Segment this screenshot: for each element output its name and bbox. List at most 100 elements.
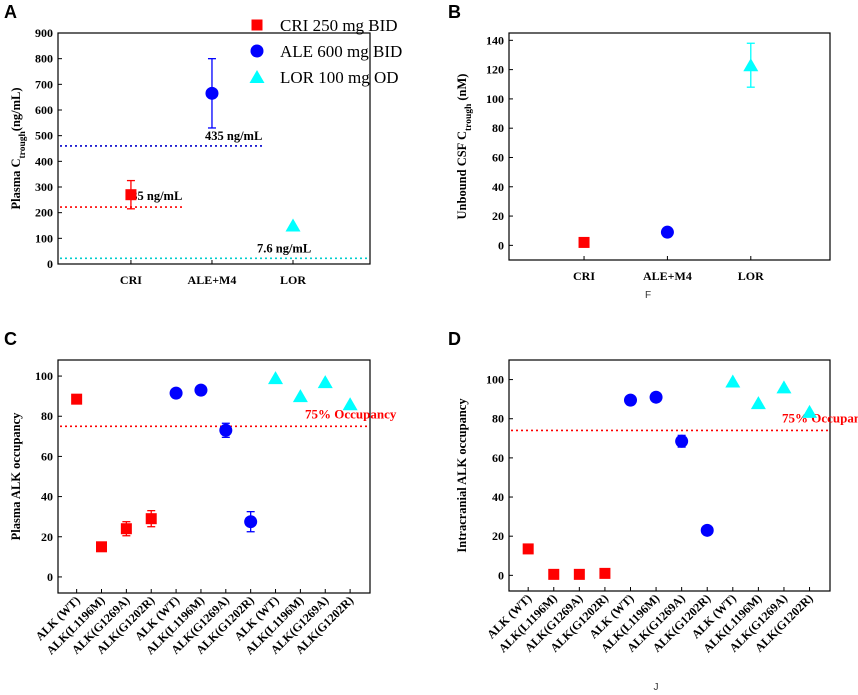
- y-tick-label: 100: [486, 92, 504, 106]
- y-axis-title: Plasma Ctrough(ng/mL): [9, 87, 28, 209]
- y-tick-label: 400: [35, 154, 53, 168]
- y-tick-label: 600: [35, 103, 53, 117]
- data-point: [743, 58, 759, 72]
- series-lor: [725, 374, 818, 418]
- reference-label: 75% Occupancy: [782, 410, 858, 425]
- data-point: [244, 515, 258, 529]
- y-axis-title: Plasma ALK occupancy: [9, 412, 23, 541]
- data-point: [169, 386, 183, 400]
- legend-item: CRI 250 mg BID: [251, 16, 398, 35]
- y-tick-label: 60: [492, 150, 504, 164]
- data-point: [120, 523, 132, 535]
- data-point: [96, 541, 108, 553]
- series-cri: [71, 393, 157, 553]
- legend: CRI 250 mg BID ALE 600 mg BID LOR 100 mg O…: [249, 16, 402, 87]
- y-tick-label: 20: [492, 209, 504, 223]
- data-point: [292, 389, 308, 403]
- data-point: [145, 513, 157, 525]
- panel-label-a: A: [4, 2, 17, 22]
- y-tick-label: 20: [492, 529, 504, 543]
- y-tick-label: 140: [486, 33, 504, 47]
- data-point: [268, 371, 284, 385]
- footnote-label: J: [654, 682, 659, 693]
- y-tick-label: 100: [35, 231, 53, 245]
- data-point: [219, 423, 233, 437]
- reference-label: 235 ng/mL: [125, 189, 182, 203]
- data-point: [285, 218, 301, 232]
- y-tick-label: 800: [35, 52, 53, 66]
- series-ale: [169, 383, 258, 533]
- legend-marker: [251, 19, 263, 31]
- data-point: [342, 397, 358, 411]
- legend-item: LOR 100 mg OD: [249, 68, 399, 87]
- x-tick-label: LOR: [738, 269, 764, 283]
- y-tick-label: 700: [35, 77, 53, 91]
- x-tick-label: LOR: [280, 273, 306, 287]
- data-point: [317, 375, 333, 389]
- data-point: [194, 383, 208, 397]
- y-tick-label: 0: [47, 257, 53, 271]
- panel-label-d: D: [448, 329, 461, 349]
- legend-label: ALE 600 mg BID: [280, 42, 402, 61]
- x-tick-label: ALE+M4: [643, 269, 692, 283]
- x-tick-label: CRI: [573, 269, 595, 283]
- data-point: [522, 543, 534, 555]
- plot-frame: [508, 359, 831, 592]
- series-lor: [268, 371, 358, 411]
- panel-label-b: B: [448, 2, 461, 22]
- data-point: [548, 568, 560, 580]
- data-point: [623, 393, 637, 407]
- data-point: [700, 523, 714, 537]
- y-axis-title: Unbound CSF Ctrough (nM): [455, 74, 474, 220]
- y-tick-label: 100: [35, 369, 53, 383]
- data-point: [660, 225, 674, 239]
- y-tick-label: 80: [41, 409, 53, 423]
- data-point: [599, 567, 611, 579]
- y-tick-label: 0: [498, 238, 504, 252]
- series-ale: [623, 390, 714, 537]
- data-point: [71, 393, 83, 405]
- y-axis-title: Intracranial ALK occupancy: [455, 398, 469, 553]
- legend-label: CRI 250 mg BID: [280, 16, 398, 35]
- reference-label: 7.6 ng/mL: [257, 241, 311, 255]
- y-tick-label: 40: [492, 490, 504, 504]
- series-cri: [522, 543, 611, 580]
- panel-label-c: C: [4, 329, 17, 349]
- panel-a: 0 100 200 300 400 500 600 700 800 900 CRI ALE+M4 LOR…: [4, 2, 371, 287]
- y-tick-label: 40: [41, 490, 53, 504]
- y-tick-label: 40: [492, 180, 504, 194]
- y-tick-label: 0: [47, 570, 53, 584]
- plot-frame: [508, 32, 831, 261]
- data-point: [649, 390, 663, 404]
- x-tick-label: ALE+M4: [188, 273, 237, 287]
- y-tick-label: 120: [486, 63, 504, 77]
- data-point: [750, 396, 766, 410]
- y-tick-label: 80: [492, 121, 504, 135]
- data-point: [776, 380, 792, 394]
- y-tick-label: 300: [35, 180, 53, 194]
- data-point: [675, 434, 689, 448]
- data-point: [725, 374, 741, 388]
- y-tick-label: 60: [41, 449, 53, 463]
- legend-marker: [250, 44, 264, 58]
- legend-marker: [249, 70, 265, 83]
- y-tick-label: 0: [498, 568, 504, 582]
- data-point: [205, 86, 219, 100]
- data-point: [573, 568, 585, 580]
- y-tick-label: 900: [35, 26, 53, 40]
- reference-label: 75% Occupancy: [305, 406, 397, 421]
- x-tick-label: CRI: [120, 273, 142, 287]
- legend-label: LOR 100 mg OD: [280, 68, 399, 87]
- footnote-label: F: [645, 290, 651, 301]
- y-tick-label: 200: [35, 206, 53, 220]
- y-tick-label: 80: [492, 412, 504, 426]
- plot-frame: [57, 359, 371, 594]
- reference-label: 435 ng/mL: [205, 129, 262, 143]
- legend-item: ALE 600 mg BID: [250, 42, 402, 61]
- y-tick-label: 500: [35, 129, 53, 143]
- plot-frame: [57, 32, 371, 265]
- panel-b: 0 20 40 60 80 100 120 140 CRI ALE+M4 LOR B Unbound C…: [448, 2, 831, 301]
